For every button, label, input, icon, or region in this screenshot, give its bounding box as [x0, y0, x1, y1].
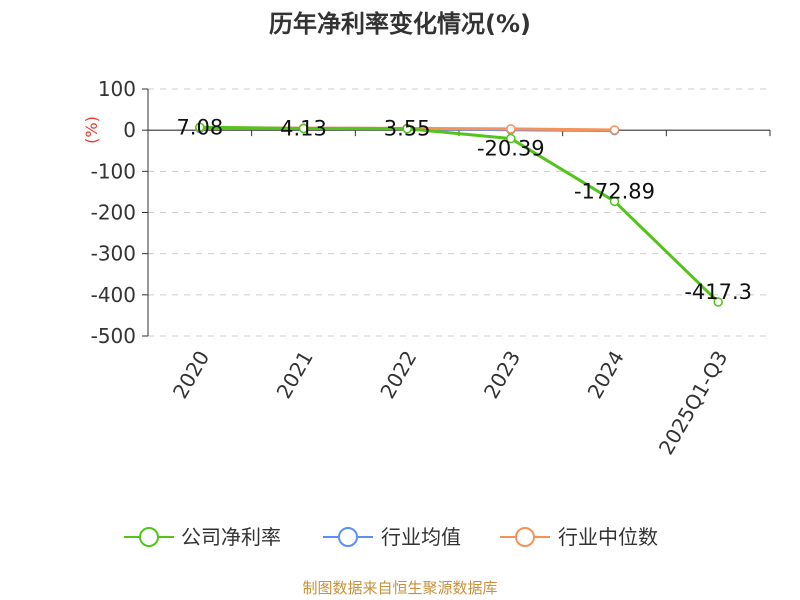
legend-label: 公司净利率	[181, 525, 281, 549]
x-tick-label: 2022	[375, 347, 421, 403]
x-tick-label: 2023	[479, 347, 525, 403]
data-label: -417.3	[684, 280, 752, 304]
legend-label: 行业中位数	[558, 525, 658, 549]
data-label: -20.39	[477, 137, 545, 161]
legend-marker	[139, 527, 159, 547]
data-point	[402, 123, 412, 134]
data-point	[713, 297, 723, 307]
series-lines	[195, 122, 723, 307]
data-point	[298, 123, 309, 134]
legend-marker	[515, 527, 535, 547]
data-point	[609, 196, 620, 207]
legend-marker	[338, 527, 358, 547]
data-point	[506, 133, 516, 144]
y-tick-label: 100	[98, 77, 136, 101]
y-tick-label: -500	[91, 324, 136, 348]
x-tick-label: 2020	[168, 347, 214, 403]
data-source-note: 制图数据来自恒生聚源数据库	[302, 579, 497, 597]
y-axis-unit: (%)	[82, 116, 101, 144]
y-tick-label: -400	[91, 283, 136, 307]
y-tick-label: 0	[123, 118, 136, 142]
data-labels: 7.08 4.13 3.55 -20.39 -172.89 -417.3	[176, 115, 752, 304]
data-label: 7.08	[176, 115, 223, 139]
y-tick-label: -100	[91, 159, 136, 183]
data-label: 3.55	[384, 117, 431, 141]
chart-title: 历年净利率变化情况(%)	[269, 10, 531, 38]
y-tick-label: -300	[91, 242, 136, 266]
x-tick-label: 2024	[583, 347, 629, 403]
data-point	[506, 124, 516, 134]
data-point	[195, 122, 205, 133]
data-label: -172.89	[574, 179, 655, 203]
legend: 公司净利率 行业均值 行业中位数	[124, 525, 658, 549]
x-tick-label: 2021	[272, 347, 318, 403]
data-point	[609, 125, 620, 135]
legend-label: 行业均值	[381, 525, 461, 549]
y-tick-label: -200	[91, 201, 136, 225]
x-tick-label: 2025Q1-Q3	[654, 347, 733, 459]
data-label: 4.13	[280, 116, 327, 140]
series-line	[199, 125, 720, 304]
grid-lines	[148, 88, 770, 337]
